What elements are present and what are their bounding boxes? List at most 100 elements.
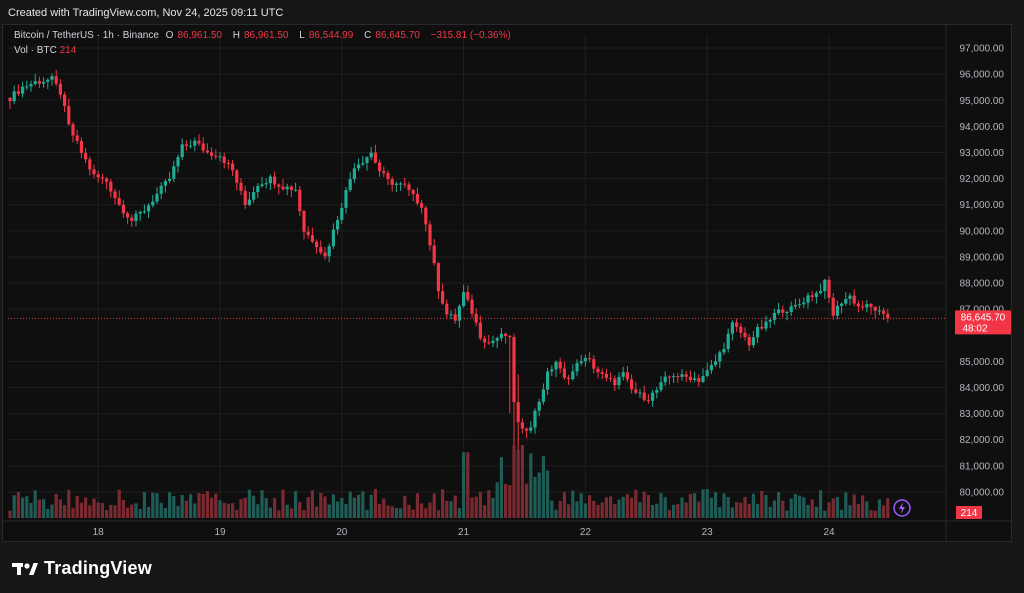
candle-body xyxy=(121,204,125,214)
volume-bar xyxy=(260,490,264,518)
volume-bar xyxy=(21,497,25,518)
candle-body xyxy=(634,389,638,393)
symbol-title: Bitcoin / TetherUS · 1h · Binance xyxy=(14,30,159,41)
volume-bar xyxy=(100,503,104,518)
volume-bar xyxy=(814,506,818,518)
volume-bar xyxy=(46,508,50,518)
candle-body xyxy=(588,357,592,360)
volume-bar xyxy=(499,457,503,518)
volume-bar xyxy=(109,504,113,518)
candle-body xyxy=(529,427,533,431)
volume-bar xyxy=(382,498,386,518)
volume-bar xyxy=(558,501,562,518)
volume-bar xyxy=(705,489,709,518)
volume-bar xyxy=(609,496,613,518)
candle-body xyxy=(567,377,571,380)
volume-bar xyxy=(394,508,398,518)
candle-body xyxy=(58,83,62,95)
tradingview-logo[interactable]: TradingView xyxy=(12,558,152,579)
volume-bar xyxy=(151,492,155,518)
volume-bar xyxy=(37,499,41,518)
tradingview-logo-icon xyxy=(12,563,38,576)
candle-body xyxy=(247,199,251,205)
volume-bar xyxy=(852,494,856,518)
volume-bar xyxy=(252,495,256,518)
close-value: 86,645.70 xyxy=(375,30,420,41)
volume-bar xyxy=(873,510,877,518)
volume-bar xyxy=(537,472,541,518)
candle-body xyxy=(781,309,785,313)
candle-body xyxy=(243,190,247,205)
volume-badge-value: 214 xyxy=(961,508,978,519)
candle-body xyxy=(550,369,554,372)
volume-bar xyxy=(306,497,310,518)
candle-body xyxy=(424,207,428,225)
candle-body xyxy=(184,144,188,146)
candle-body xyxy=(882,310,886,314)
candle-body xyxy=(499,333,503,339)
volume-bar xyxy=(512,445,516,518)
candle-body xyxy=(877,310,881,312)
candle-body xyxy=(373,152,377,163)
candle-body xyxy=(621,372,625,377)
candle-body xyxy=(50,76,54,80)
candle-body xyxy=(75,135,79,141)
volume-bar xyxy=(802,497,806,518)
volume-bar xyxy=(613,504,617,518)
candle-body xyxy=(8,97,12,102)
candle-body xyxy=(138,211,142,214)
candle-body xyxy=(386,173,390,180)
volume-bar xyxy=(600,502,604,518)
volume-bar xyxy=(340,497,344,518)
lightning-icon[interactable] xyxy=(893,499,911,517)
volume-bar xyxy=(604,497,608,518)
volume-bar xyxy=(315,506,319,518)
candle-body xyxy=(802,302,806,305)
candle-body xyxy=(369,152,373,158)
candle-body xyxy=(46,79,50,82)
candle-body xyxy=(709,364,713,371)
volume-bar xyxy=(50,504,54,518)
candle-body xyxy=(739,326,743,333)
candle-body xyxy=(12,91,16,102)
candle-body xyxy=(63,94,67,107)
candle-body xyxy=(239,182,243,191)
candle-body xyxy=(264,183,268,185)
volume-bar xyxy=(478,492,482,518)
volume-bar xyxy=(861,495,865,518)
volume-bar xyxy=(310,490,314,518)
volume-bar xyxy=(214,493,218,518)
x-tick-label: 18 xyxy=(93,527,105,538)
candle-body xyxy=(504,333,508,336)
volume-bar xyxy=(193,503,197,518)
volume-bar xyxy=(302,510,306,518)
candle-body xyxy=(865,304,869,308)
volume-bar xyxy=(672,504,676,518)
candle-body xyxy=(344,190,348,208)
volume-bar xyxy=(457,508,461,518)
candle-body xyxy=(516,402,520,423)
candle-body xyxy=(147,205,151,212)
candle-body xyxy=(100,177,104,179)
candle-body xyxy=(252,192,256,200)
candle-body xyxy=(327,246,331,257)
candle-body xyxy=(554,361,558,370)
volume-bar xyxy=(651,504,655,518)
candle-body xyxy=(638,392,642,394)
volume-bar xyxy=(659,493,663,518)
candle-body xyxy=(151,201,155,206)
volume-bar xyxy=(869,510,873,518)
volume-bar xyxy=(113,505,117,518)
volume-bar xyxy=(625,494,629,518)
volume-bar xyxy=(386,505,390,518)
volume-bar xyxy=(121,499,125,518)
candle-body xyxy=(751,337,755,346)
volume-bar xyxy=(357,494,361,518)
volume-bar xyxy=(415,493,419,518)
volume-bar xyxy=(827,502,831,518)
candle-body xyxy=(831,297,835,316)
volume-bar xyxy=(667,510,671,518)
candle-body xyxy=(428,224,432,246)
volume-bar xyxy=(617,499,621,518)
